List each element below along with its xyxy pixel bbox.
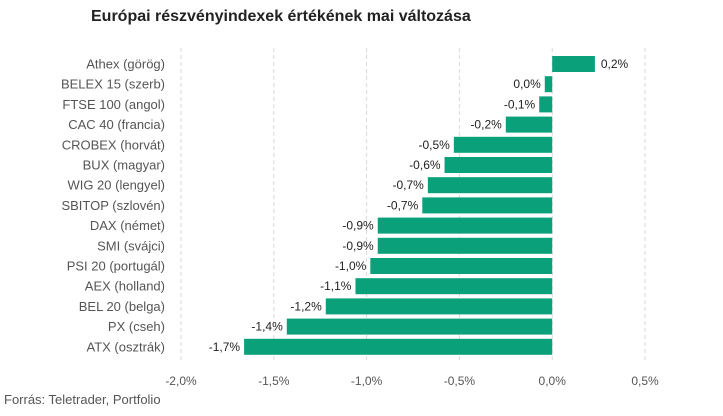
data-label: -0,1% <box>504 97 536 111</box>
category-label: BEL 20 (belga) <box>79 299 165 314</box>
category-label: SMI (svájci) <box>97 238 165 253</box>
category-label: PX (cseh) <box>108 319 165 334</box>
bar <box>377 217 553 234</box>
chart-source: Forrás: Teletrader, Portfolio <box>4 392 161 407</box>
data-label: -0,5% <box>418 138 450 152</box>
x-tick-label: -1,0% <box>351 374 383 388</box>
bar <box>244 338 553 355</box>
data-label: -1,1% <box>320 279 352 293</box>
category-label: WIG 20 (lengyel) <box>67 178 165 193</box>
x-tick-label: 0,5% <box>631 374 659 388</box>
category-label: SBITOP (szlovén) <box>61 198 165 213</box>
x-tick-label: -0,5% <box>444 374 476 388</box>
bar <box>427 177 553 194</box>
data-label: -1,7% <box>209 340 241 354</box>
bar <box>286 318 553 335</box>
category-label: CAC 40 (francia) <box>68 117 165 132</box>
bar <box>377 237 553 254</box>
category-label: BELEX 15 (szerb) <box>61 77 165 92</box>
bar <box>325 298 553 315</box>
data-label: -0,7% <box>392 178 424 192</box>
category-label: CROBEX (horvát) <box>62 137 165 152</box>
data-label: -0,2% <box>470 118 502 132</box>
x-tick-label: -2,0% <box>165 374 197 388</box>
category-label: BUX (magyar) <box>83 158 165 173</box>
bar <box>539 96 553 113</box>
bar <box>355 278 553 295</box>
data-label: -1,4% <box>251 320 283 334</box>
data-label: -0,6% <box>409 158 441 172</box>
category-label: PSI 20 (portugál) <box>67 259 165 274</box>
data-label: -0,9% <box>342 219 374 233</box>
chart-title: Európai részvényindexek értékének mai vá… <box>91 8 471 25</box>
bar <box>544 76 553 93</box>
category-label: Athex (görög) <box>86 57 165 72</box>
category-label: AEX (holland) <box>85 279 165 294</box>
category-label: ATX (osztrák) <box>87 339 166 354</box>
bar <box>453 136 553 153</box>
data-label: -1,2% <box>290 299 322 313</box>
data-label: 0,0% <box>513 77 541 91</box>
data-label: -1,0% <box>335 259 367 273</box>
bar <box>422 197 553 214</box>
bar <box>370 258 553 274</box>
category-label: DAX (német) <box>90 218 165 233</box>
category-label: FTSE 100 (angol) <box>62 97 165 112</box>
x-tick-label: 0,0% <box>539 374 567 388</box>
data-label: 0,2% <box>601 57 629 71</box>
bar <box>552 56 595 72</box>
x-tick-label: -1,5% <box>258 374 290 388</box>
bar <box>444 157 553 173</box>
bar <box>505 116 553 133</box>
data-label: -0,7% <box>387 198 419 212</box>
data-label: -0,9% <box>342 239 374 253</box>
